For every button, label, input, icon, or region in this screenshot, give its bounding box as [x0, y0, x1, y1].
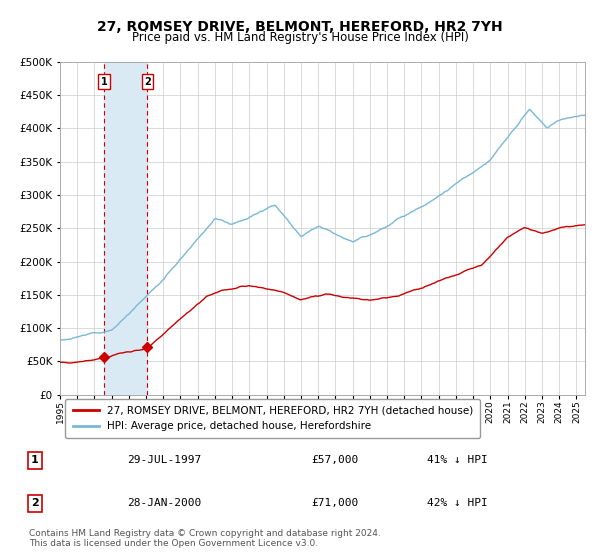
Text: £71,000: £71,000 [311, 498, 359, 508]
Text: £57,000: £57,000 [311, 455, 359, 465]
Text: 2: 2 [31, 498, 39, 508]
Text: 2: 2 [144, 77, 151, 87]
Text: 29-JUL-1997: 29-JUL-1997 [127, 455, 202, 465]
Text: 27, ROMSEY DRIVE, BELMONT, HEREFORD, HR2 7YH: 27, ROMSEY DRIVE, BELMONT, HEREFORD, HR2… [97, 20, 503, 34]
Text: 1: 1 [31, 455, 39, 465]
Text: 42% ↓ HPI: 42% ↓ HPI [427, 498, 487, 508]
Text: 28-JAN-2000: 28-JAN-2000 [127, 498, 202, 508]
Text: Contains HM Land Registry data © Crown copyright and database right 2024.
This d: Contains HM Land Registry data © Crown c… [29, 529, 381, 548]
Text: 41% ↓ HPI: 41% ↓ HPI [427, 455, 487, 465]
Bar [104, 62, 148, 395]
Legend: 27, ROMSEY DRIVE, BELMONT, HEREFORD, HR2 7YH (detached house), HPI: Average pric: 27, ROMSEY DRIVE, BELMONT, HEREFORD, HR2… [65, 399, 481, 438]
Text: Price paid vs. HM Land Registry's House Price Index (HPI): Price paid vs. HM Land Registry's House … [131, 31, 469, 44]
Text: 1: 1 [101, 77, 107, 87]
